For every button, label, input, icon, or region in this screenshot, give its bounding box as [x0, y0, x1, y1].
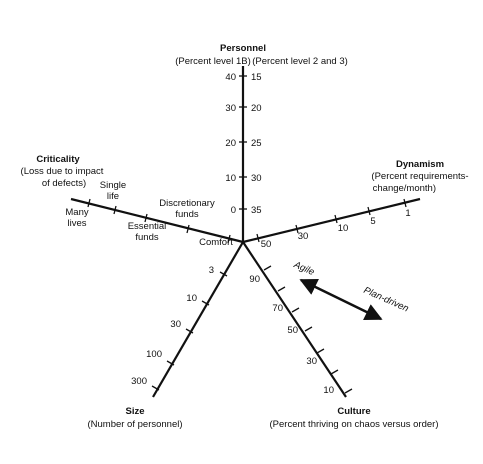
- criticality-tick-label: Many lives: [65, 207, 88, 229]
- criticality-tick-label: Comfort: [199, 237, 233, 248]
- personnel-right-tick-label: 25: [251, 138, 262, 149]
- culture-tick: [291, 307, 300, 313]
- dynamism-tick-label: 1: [405, 208, 410, 219]
- culture-tick: [330, 369, 339, 375]
- size-tick: [185, 328, 194, 334]
- personnel-right-tick-label: 20: [251, 103, 262, 114]
- size-tick: [166, 360, 175, 366]
- culture-tick: [344, 388, 353, 394]
- criticality-tick: [113, 205, 117, 215]
- agile-plan-driven-arrow: [299, 278, 383, 321]
- culture-tick: [263, 265, 272, 271]
- personnel-tick-labels: 40 30 20 10 0 15 20 25 30 35: [225, 72, 261, 216]
- culture-tick-label: 10: [323, 385, 334, 396]
- dynamism-tick: [403, 198, 407, 208]
- size-title: Size: [125, 406, 144, 417]
- size-axis: [152, 241, 244, 398]
- personnel-right-tick-label: 35: [251, 205, 262, 216]
- size-tick-label: 30: [170, 319, 181, 330]
- culture-tick: [304, 326, 313, 332]
- dynamism-ticks: [256, 198, 407, 243]
- culture-ticks: [263, 265, 353, 394]
- culture-tick-label: 50: [287, 325, 298, 336]
- dynamism-title: Dynamism: [396, 159, 444, 170]
- culture-tick: [316, 348, 325, 354]
- personnel-left-tick-label: 40: [225, 72, 236, 83]
- criticality-subtitle-1: (Loss due to impact: [21, 166, 104, 177]
- dynamism-tick: [295, 224, 299, 234]
- criticality-tick: [186, 224, 190, 234]
- culture-subtitle: (Percent thriving on chaos versus order): [270, 419, 439, 430]
- criticality-tick: [144, 213, 148, 223]
- culture-axis: [242, 241, 347, 398]
- criticality-tick: [87, 198, 91, 208]
- personnel-ticks: [239, 75, 247, 210]
- dynamism-tick: [256, 233, 260, 243]
- criticality-tick-labels: Comfort Discretionary funds Essential fund…: [65, 180, 233, 248]
- size-tick: [151, 385, 160, 391]
- size-tick-labels: 3 10 30 100 300: [131, 265, 214, 387]
- culture-tick-label: 30: [306, 356, 317, 367]
- dynamism-tick: [334, 214, 338, 224]
- size-tick: [219, 271, 228, 277]
- dynamism-tick-label: 30: [298, 231, 309, 242]
- criticality-tick-label: Discretionary funds: [159, 198, 215, 220]
- dynamism-subtitle-1: (Percent requirements-: [371, 171, 468, 182]
- criticality-title: Criticality: [36, 154, 80, 165]
- personnel-right-tick-label: 30: [251, 173, 262, 184]
- personnel-left-tick-label: 10: [225, 173, 236, 184]
- culture-tick-label: 70: [272, 303, 283, 314]
- criticality-ticks: [87, 198, 231, 244]
- size-ticks: [151, 271, 228, 391]
- size-tick-label: 10: [186, 293, 197, 304]
- dynamism-tick-label: 5: [370, 216, 375, 227]
- personnel-right-tick-label: 15: [251, 72, 262, 83]
- personnel-left-tick-label: 0: [231, 205, 236, 216]
- culture-tick: [277, 286, 286, 292]
- dynamism-subtitle-2: change/month): [373, 183, 436, 194]
- culture-title: Culture: [337, 406, 370, 417]
- size-tick-label: 3: [209, 265, 214, 276]
- criticality-tick-label: Essential funds: [128, 221, 167, 243]
- size-tick-label: 100: [146, 349, 162, 360]
- size-tick-label: 300: [131, 376, 147, 387]
- dynamism-tick-label: 10: [338, 223, 349, 234]
- agile-label: Agile: [291, 259, 316, 278]
- dynamism-axis: [242, 197, 421, 244]
- dynamism-tick-label: 50: [261, 239, 272, 250]
- plan-driven-label: Plan-driven: [362, 285, 410, 315]
- culture-tick-label: 90: [249, 274, 260, 285]
- culture-tick-labels: 90 70 50 30 10: [249, 274, 334, 396]
- size-tick: [201, 300, 210, 306]
- dynamism-tick: [367, 206, 371, 216]
- dynamism-tick-labels: 50 30 10 5 1: [261, 208, 411, 250]
- criticality-subtitle-2: of defects): [42, 178, 86, 189]
- personnel-subtitle-right: (Percent level 2 and 3): [252, 56, 348, 67]
- size-subtitle: (Number of personnel): [87, 419, 182, 430]
- personnel-title: Personnel: [220, 43, 266, 54]
- criticality-axis: [70, 197, 244, 244]
- personnel-left-tick-label: 20: [225, 138, 236, 149]
- criticality-tick: [227, 234, 231, 244]
- criticality-tick-label: Single life: [100, 180, 126, 202]
- personnel-subtitle-left: (Percent level 1B): [175, 56, 251, 67]
- personnel-left-tick-label: 30: [225, 103, 236, 114]
